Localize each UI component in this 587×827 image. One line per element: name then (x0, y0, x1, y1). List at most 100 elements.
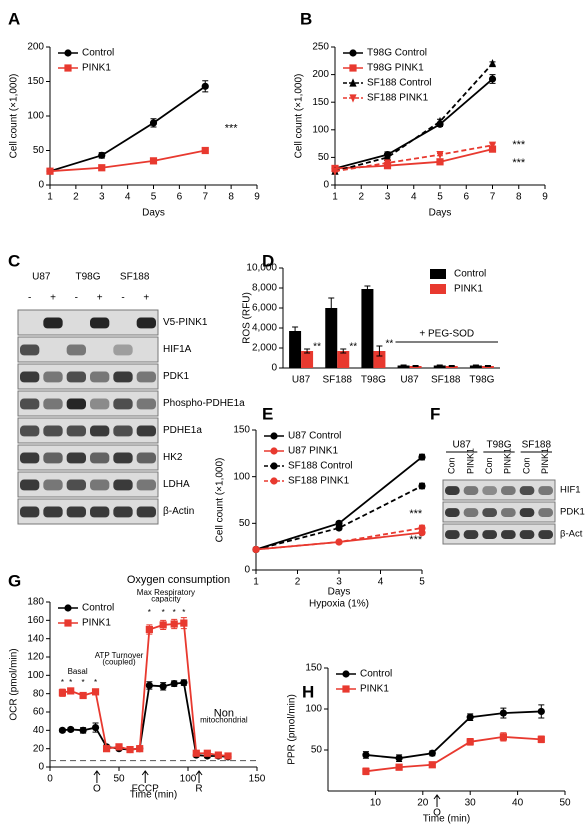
y-tick-label: 200 (27, 42, 44, 53)
blot-band (519, 508, 535, 517)
error-bar (376, 345, 383, 357)
x-tick-label: 6 (463, 192, 469, 203)
marker (383, 159, 392, 168)
x-tick-label: 5 (419, 577, 425, 588)
y-tick-label: 2,000 (252, 343, 277, 354)
blot-band (519, 486, 535, 495)
blot-band (445, 508, 460, 517)
condition-label: - (28, 293, 31, 304)
injection-arrow (141, 770, 149, 783)
marker (499, 709, 507, 717)
x-tick-label: 2 (295, 577, 301, 588)
condition-label: PINK1 (540, 448, 550, 474)
blot-band (136, 371, 156, 383)
blot-band (445, 530, 460, 539)
marker (488, 141, 497, 150)
marker (64, 49, 72, 57)
y-tick-label: 0 (244, 565, 250, 576)
marker (203, 749, 211, 757)
panel-label: C (8, 251, 20, 270)
bar (301, 351, 314, 368)
error-bar (292, 326, 299, 336)
blot-strip (17, 444, 159, 471)
bar (397, 365, 410, 368)
x-tick-label: 100 (180, 774, 197, 785)
marker (64, 64, 72, 72)
injection-arrow (433, 794, 441, 807)
marker (67, 687, 75, 695)
y-tick-label: 10,000 (246, 263, 277, 274)
cell-line-label: T98G (75, 272, 100, 283)
x-tick-label: 3 (385, 192, 391, 203)
blot-strip (17, 471, 159, 498)
blot-band (463, 508, 479, 517)
blot-band (20, 425, 40, 437)
marker (270, 432, 278, 440)
series-line (62, 681, 229, 758)
marker (418, 524, 426, 532)
blot-band (519, 530, 535, 539)
marker (349, 78, 357, 87)
blot-strip (442, 479, 556, 501)
y-tick-label: 40 (33, 725, 45, 736)
y-axis-label: ROS (RFU) (242, 292, 253, 344)
legend-label: Control (82, 48, 114, 59)
marker (67, 725, 75, 734)
injection-label: R (195, 784, 202, 795)
blot-band (90, 425, 110, 437)
panel-label: G (8, 571, 21, 590)
marker (180, 679, 188, 687)
marker (428, 749, 436, 757)
marker (149, 157, 158, 165)
x-tick-label: U87 (292, 375, 311, 386)
series-line (62, 622, 229, 757)
marker (79, 691, 87, 700)
blot-band (113, 344, 133, 356)
x-axis-label: Days (142, 208, 165, 219)
panel-label: D (262, 251, 274, 270)
x-tick-label: 4 (378, 577, 384, 588)
condition-label: Con (484, 457, 494, 474)
marker (98, 151, 106, 159)
blot-strip (17, 336, 159, 363)
y-tick-label: 150 (312, 97, 329, 108)
blot-band (66, 425, 86, 437)
x-tick-label: 10 (370, 798, 382, 809)
blot-band (136, 317, 156, 329)
x-tick-label: 2 (73, 192, 79, 203)
marker (395, 763, 403, 771)
marker (159, 621, 167, 629)
marker (342, 685, 350, 693)
x-tick-label: 8 (516, 192, 522, 203)
y-tick-label: 50 (318, 152, 330, 163)
blot-strip (17, 417, 159, 444)
annotation: * (148, 608, 151, 617)
blot-band (501, 530, 516, 539)
marker (224, 752, 232, 760)
y-tick-label: 150 (233, 425, 250, 436)
error-bar (340, 348, 347, 354)
x-tick-label: 1 (47, 192, 53, 203)
y-tick-label: 80 (33, 688, 45, 699)
blot-strip (17, 309, 159, 336)
error-bar (328, 297, 335, 319)
series-line (334, 78, 494, 170)
y-tick-label: 100 (312, 124, 329, 135)
condition-label: Con (447, 457, 457, 474)
blot-band (538, 508, 553, 517)
y-tick-label: 6,000 (252, 303, 277, 314)
blot-band (66, 344, 86, 356)
marker (201, 82, 209, 90)
x-tick-label: 3 (99, 192, 105, 203)
x-tick-label: 20 (417, 798, 429, 809)
x-axis-label: Hypoxia (1%) (309, 599, 369, 610)
marker (436, 158, 444, 166)
marker (46, 167, 54, 175)
blot-band (43, 317, 63, 329)
y-axis-label: PPR (pmol/min) (287, 694, 298, 765)
marker (335, 538, 343, 546)
y-tick-label: 50 (311, 745, 323, 756)
x-tick-label: 4 (411, 192, 417, 203)
marker (170, 679, 178, 688)
legend-label: U87 Control (288, 431, 341, 442)
